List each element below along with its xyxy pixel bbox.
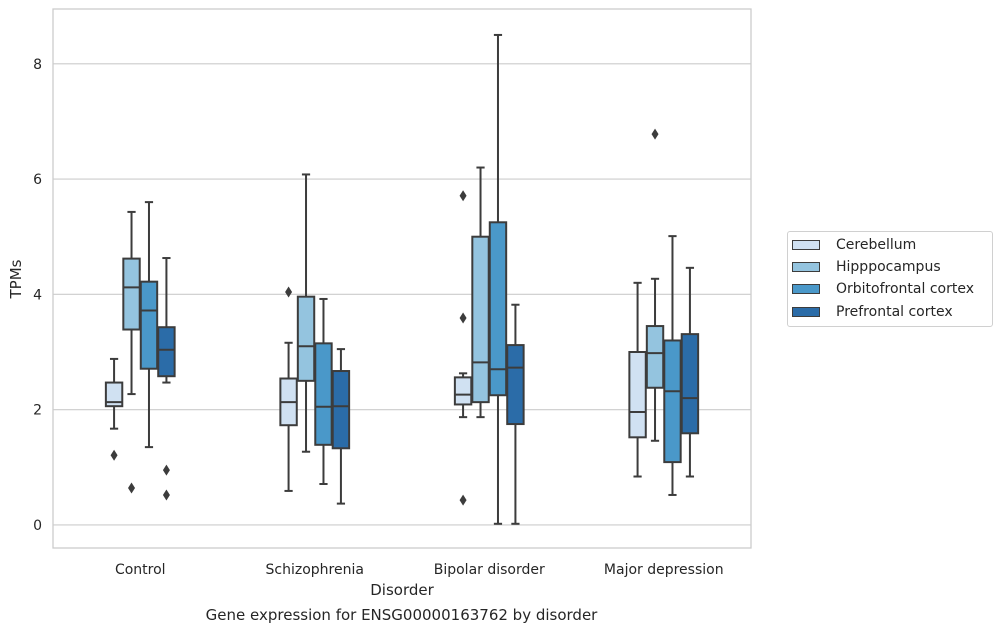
box-body (628, 351, 647, 439)
legend: Cerebellum Hipppocampus Orbitofrontal co… (787, 231, 993, 327)
legend-swatch-hippocampus (792, 262, 820, 272)
x-tick-labels: Control Schizophrenia Bipolar disorder Majo… (115, 562, 724, 578)
box-body (645, 325, 665, 389)
box-2-2 (488, 33, 508, 525)
legend-label: Orbitofrontal cortex (836, 281, 974, 297)
box-0-1 (279, 286, 298, 492)
legend-label: Hipppocampus (836, 259, 941, 275)
x-axis-label: Disorder (370, 581, 434, 599)
box-body (680, 333, 700, 435)
y-tick-label: 6 (33, 172, 42, 188)
box-body (122, 257, 141, 331)
box-3-1 (331, 348, 351, 505)
box-1-2 (471, 166, 490, 419)
legend-item-prefrontal-cortex: Prefrontal cortex (792, 302, 953, 322)
x-tick-label: Bipolar disorder (434, 562, 545, 578)
box-3-2 (506, 303, 525, 525)
outlier-point (162, 464, 170, 476)
outlier-point (285, 286, 293, 298)
y-tick-label: 2 (33, 403, 42, 419)
box-body (157, 326, 176, 378)
legend-swatch-prefrontal-cortex (792, 307, 820, 317)
box-0-2 (453, 190, 473, 506)
outlier-point (128, 482, 136, 494)
outlier-point (459, 190, 467, 202)
box-series (104, 33, 700, 525)
box-body (296, 295, 316, 382)
outlier-point (651, 128, 659, 140)
box-body (471, 235, 490, 404)
legend-item-orbitofrontal-cortex: Orbitofrontal cortex (792, 279, 974, 299)
legend-swatch-orbitofrontal-cortex (792, 284, 820, 294)
x-tick-label: Major depression (604, 562, 724, 578)
box-0-3 (628, 281, 647, 478)
legend-item-hippocampus: Hipppocampus (792, 257, 941, 277)
box-1-0 (122, 210, 141, 494)
legend-label: Cerebellum (836, 237, 917, 253)
x-tick-label: Control (115, 562, 166, 578)
y-tick-label: 4 (33, 287, 42, 303)
box-body (453, 376, 473, 406)
chart-caption: Gene expression for ENSG00000163762 by d… (205, 606, 598, 624)
outlier-point (459, 494, 467, 506)
box-1-1 (296, 173, 316, 453)
y-tick-label: 0 (33, 518, 42, 534)
y-tick-label: 8 (33, 57, 42, 73)
legend-item-cerebellum: Cerebellum (792, 235, 916, 255)
box-body (104, 381, 124, 408)
box-body (314, 342, 333, 446)
x-tick-label: Schizophrenia (266, 562, 364, 578)
outlier-point (162, 489, 170, 501)
box-3-3 (680, 266, 700, 478)
outlier-point (110, 449, 118, 461)
box-body (331, 370, 351, 450)
box-2-3 (663, 235, 682, 496)
plot-area-frame (52, 8, 752, 549)
box-2-1 (314, 297, 333, 486)
box-body (506, 344, 525, 426)
outlier-point (459, 312, 467, 324)
box-1-3 (645, 128, 665, 442)
legend-swatch-cerebellum (792, 240, 820, 250)
y-tick-labels: 0 2 4 6 8 (33, 57, 42, 534)
box-body (488, 221, 508, 397)
box-3-0 (157, 257, 176, 501)
y-axis-label: TPMs (7, 259, 25, 299)
box-body (139, 280, 159, 370)
box-0-0 (104, 357, 124, 461)
legend-label: Prefrontal cortex (836, 304, 953, 320)
box-body (663, 339, 682, 464)
box-2-0 (139, 201, 159, 449)
